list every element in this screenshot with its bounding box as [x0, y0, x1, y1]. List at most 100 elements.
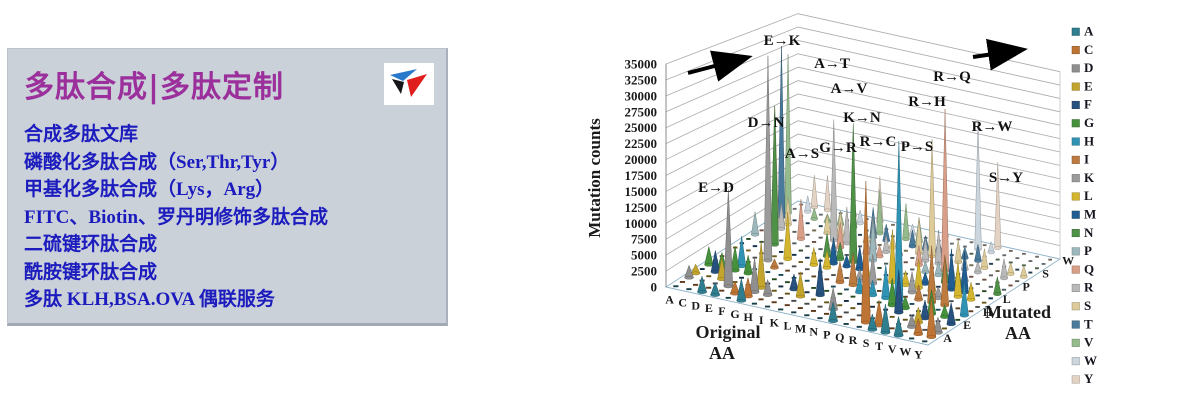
- legend-swatch: [1071, 137, 1080, 146]
- legend-item: L: [1071, 188, 1093, 203]
- zero-dash: [1035, 267, 1039, 270]
- z-axis-title-line2: AA: [1005, 323, 1031, 343]
- annotations: E→K A→T A→V D→NA→S G→R K→N R→C R→H R→Q P→S R→W S→Y E…: [698, 33, 1023, 196]
- cone-base: [947, 287, 956, 292]
- zero-dash: [817, 305, 823, 308]
- zero-dash: [797, 307, 803, 309]
- zero-dash: [910, 268, 915, 271]
- zero-dash: [804, 279, 810, 282]
- legend-swatch: [1071, 46, 1080, 55]
- zero-dash: [935, 308, 941, 311]
- zero-dash: [922, 294, 928, 297]
- cone-base: [842, 264, 851, 269]
- gridline: [665, 80, 1061, 145]
- original-axis-letter: T: [875, 339, 883, 353]
- service-item: 合成多肽文库: [24, 124, 139, 145]
- legend-swatch: [1071, 174, 1080, 183]
- mutation-annotation: P→S: [901, 139, 934, 155]
- zero-dash: [988, 297, 993, 300]
- legend-item: M: [1071, 207, 1096, 222]
- legend-item: R: [1071, 280, 1094, 295]
- zero-dash: [982, 278, 987, 281]
- promo-panel: 多肽合成|多肽定制 合成多肽文库 磷酸化多肽合成（Ser,Thr,Tyr） 甲基化多…: [7, 48, 448, 326]
- original-axis-letter: G: [730, 307, 739, 321]
- zero-dash: [759, 240, 764, 243]
- zero-dash: [1022, 252, 1026, 255]
- original-axis-letter: H: [743, 310, 753, 324]
- cone-base: [843, 241, 851, 246]
- mutation-annotation: R→W: [972, 119, 1013, 135]
- zero-dash: [902, 330, 908, 333]
- brand-logo-mark: [390, 69, 427, 97]
- original-axis-letter: M: [795, 321, 806, 335]
- original-axis-letter: C: [678, 295, 687, 309]
- zero-dash: [784, 292, 790, 295]
- zero-dash: [758, 298, 764, 301]
- cone-base: [783, 257, 792, 262]
- original-axis-letter: W: [899, 345, 911, 359]
- zero-dash: [956, 238, 961, 241]
- zero-dash: [751, 302, 758, 305]
- cone-base: [974, 270, 982, 275]
- mutation-annotation: K→N: [843, 110, 881, 126]
- legend-label: S: [1084, 298, 1091, 313]
- zero-dash: [975, 283, 980, 285]
- cone-base: [867, 327, 878, 332]
- zero-dash: [779, 239, 784, 242]
- legend-label: K: [1084, 170, 1095, 185]
- gridline: [665, 66, 1061, 129]
- cone-base: [856, 221, 864, 226]
- legend-item: E: [1071, 78, 1093, 93]
- service-item: FITC、Biotin、罗丹明修饰多肽合成: [24, 206, 329, 228]
- legend-item: D: [1071, 60, 1093, 75]
- zero-dash: [837, 315, 843, 318]
- zero-dash: [891, 223, 895, 226]
- y-tick-label: 20000: [625, 152, 658, 167]
- zero-dash: [949, 242, 954, 245]
- legend-item: C: [1071, 42, 1093, 57]
- zero-dash: [785, 281, 790, 284]
- cone-base: [946, 322, 956, 327]
- cone-spike: [829, 119, 838, 241]
- cone-spike: [763, 55, 773, 261]
- z-axis-title-line1: Mutated: [985, 302, 1051, 322]
- zero-dash: [955, 307, 961, 310]
- zero-dash: [1002, 254, 1007, 257]
- zero-dash: [784, 304, 790, 307]
- y-tick-label: 12500: [625, 200, 658, 215]
- zero-dash: [995, 270, 1000, 272]
- zero-dash: [719, 289, 725, 292]
- zero-dash: [785, 269, 790, 272]
- zero-dash: [1015, 280, 1020, 283]
- original-axis-letter: A: [665, 292, 674, 306]
- cone-spike: [928, 139, 936, 257]
- zero-dash: [798, 261, 803, 263]
- legend-label: P: [1084, 243, 1092, 258]
- zero-dash: [969, 264, 974, 267]
- cone-spike: [750, 211, 760, 235]
- legend-swatch: [1071, 265, 1080, 274]
- zero-dash: [830, 285, 836, 288]
- cone-base: [809, 263, 819, 267]
- zero-dash: [902, 318, 908, 321]
- gridline: [665, 106, 1061, 176]
- cone-spike: [704, 246, 714, 266]
- mutated-axis-letter: S: [1042, 266, 1049, 280]
- cone-base: [1000, 276, 1008, 281]
- x-axis-title-line1: Original: [695, 322, 760, 342]
- cone-spike: [784, 54, 792, 214]
- zero-dash: [817, 317, 823, 320]
- mutated-axis-letter: L: [1003, 292, 1011, 306]
- cone-base: [913, 332, 923, 337]
- legend-label: M: [1084, 207, 1096, 222]
- original-axis-letter: P: [823, 327, 830, 341]
- zero-dash: [818, 236, 823, 239]
- zero-dash: [1035, 255, 1039, 258]
- legend-swatch: [1071, 82, 1080, 91]
- y-tick-label: 7500: [631, 232, 657, 247]
- zero-dash: [778, 297, 784, 299]
- zero-dash: [804, 314, 810, 317]
